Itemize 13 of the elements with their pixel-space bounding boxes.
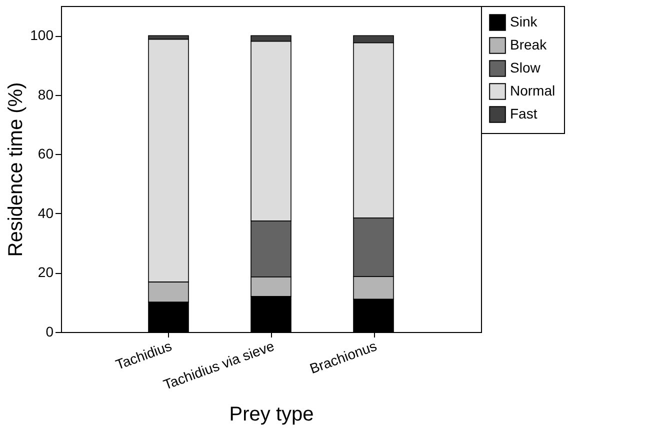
legend-label: Normal [510, 82, 556, 98]
y-tick-label: 80 [38, 86, 54, 102]
y-tick-label: 20 [38, 264, 54, 280]
legend-label: Slow [510, 60, 542, 76]
y-tick-label: 40 [38, 204, 54, 221]
legend-label: Sink [510, 14, 538, 30]
y-tick-label: 100 [30, 27, 54, 44]
legend-label: Fast [510, 106, 538, 122]
x-axis-title: Prey type [229, 404, 314, 426]
y-tick-label: 0 [46, 324, 54, 340]
y-tick-label: 60 [38, 146, 54, 162]
y-axis-title: Residence time (%) [5, 82, 28, 257]
legend-label: Break [510, 36, 548, 52]
